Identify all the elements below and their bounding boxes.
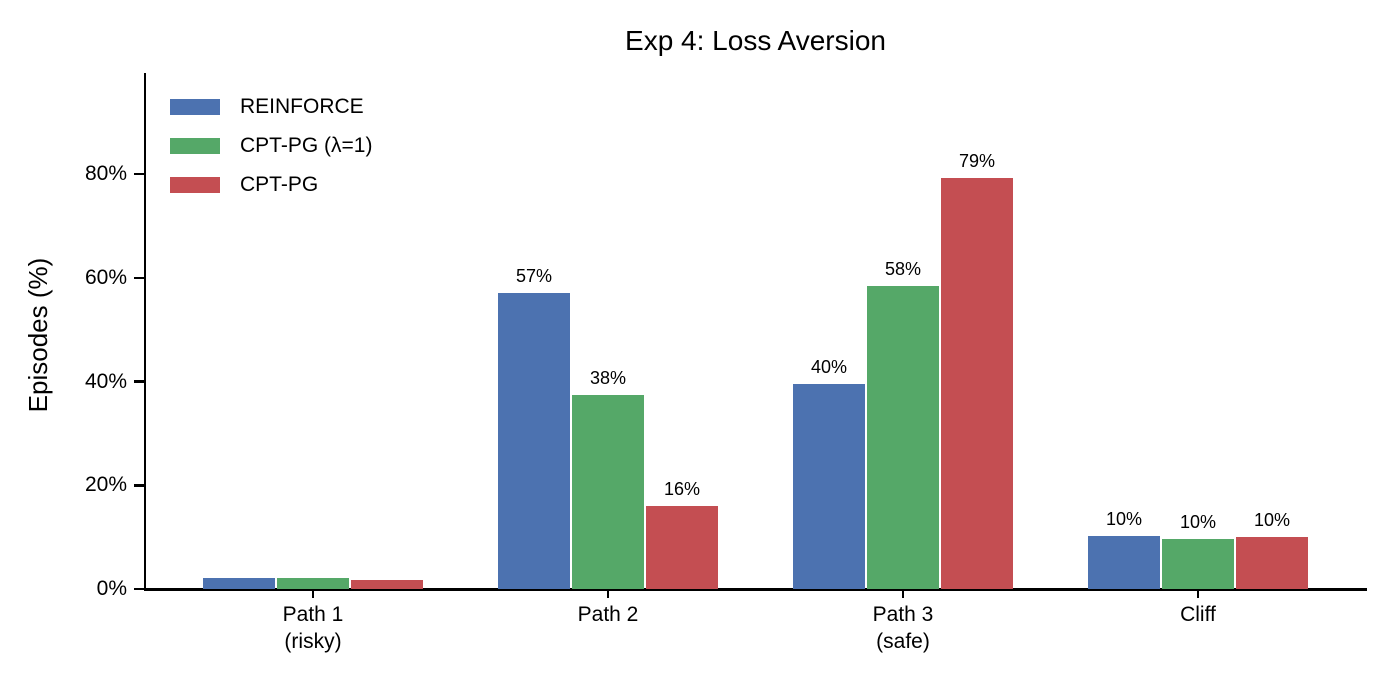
x-tick: [311, 589, 315, 598]
x-tick-label: Path 1 (risky): [282, 603, 344, 653]
legend: REINFORCE CPT-PG (λ=1) CPT-PG: [170, 87, 372, 204]
legend-label: CPT-PG: [240, 173, 319, 196]
bar-value-label: 40%: [810, 357, 848, 378]
bar: [1088, 536, 1160, 589]
bar: [498, 293, 570, 589]
chart-title: Exp 4: Loss Aversion: [625, 25, 886, 56]
y-tick: [134, 484, 145, 487]
bar-value-label: 57%: [515, 266, 553, 287]
bar-value-label: 79%: [958, 150, 996, 171]
legend-label: REINFORCE: [240, 95, 364, 118]
bar-value-label: 38%: [589, 367, 627, 388]
bar-value-label: 58%: [884, 259, 922, 280]
bar: [277, 578, 349, 589]
y-tick: [134, 587, 145, 591]
x-tick-label: Cliff: [1180, 603, 1216, 626]
legend-label: CPT-PG (λ=1): [240, 134, 373, 157]
legend-row: CPT-PG: [170, 165, 372, 204]
bar: [941, 177, 1013, 589]
y-tick-label: 60%: [84, 265, 127, 289]
y-tick-label: 40%: [84, 369, 127, 393]
x-tick-label: Path 2: [577, 603, 639, 626]
bar-value-label: 10%: [1179, 512, 1217, 533]
y-tick: [134, 172, 145, 176]
bar: [1236, 536, 1308, 589]
y-tick-label: 20%: [84, 473, 127, 497]
bar-value-label: 10%: [1253, 509, 1291, 530]
bar-value-label: 10%: [1105, 509, 1143, 530]
x-tick: [901, 589, 905, 598]
y-tick: [134, 276, 145, 279]
y-tick: [134, 380, 145, 383]
bar: [1162, 539, 1234, 589]
bar-value-label: 16%: [663, 479, 701, 499]
x-tick: [606, 589, 610, 598]
bar: [793, 384, 865, 589]
y-axis-spine: [143, 73, 146, 591]
x-tick: [1196, 589, 1200, 598]
bar: [572, 394, 644, 589]
legend-swatch: [170, 137, 220, 154]
x-tick-label: Path 3 (safe): [872, 603, 934, 653]
bar: [646, 506, 718, 589]
y-axis-label: Episodes (%): [23, 257, 53, 413]
legend-row: CPT-PG (λ=1): [170, 126, 372, 165]
legend-swatch: [170, 176, 220, 193]
bar: [351, 580, 423, 589]
bar: [203, 578, 275, 589]
bar: [867, 286, 939, 589]
y-tick-label: 80%: [84, 162, 127, 185]
legend-swatch: [170, 98, 220, 115]
y-tick-label: 0%: [96, 577, 127, 600]
legend-row: REINFORCE: [170, 87, 372, 126]
x-axis-spine: [143, 588, 1367, 591]
